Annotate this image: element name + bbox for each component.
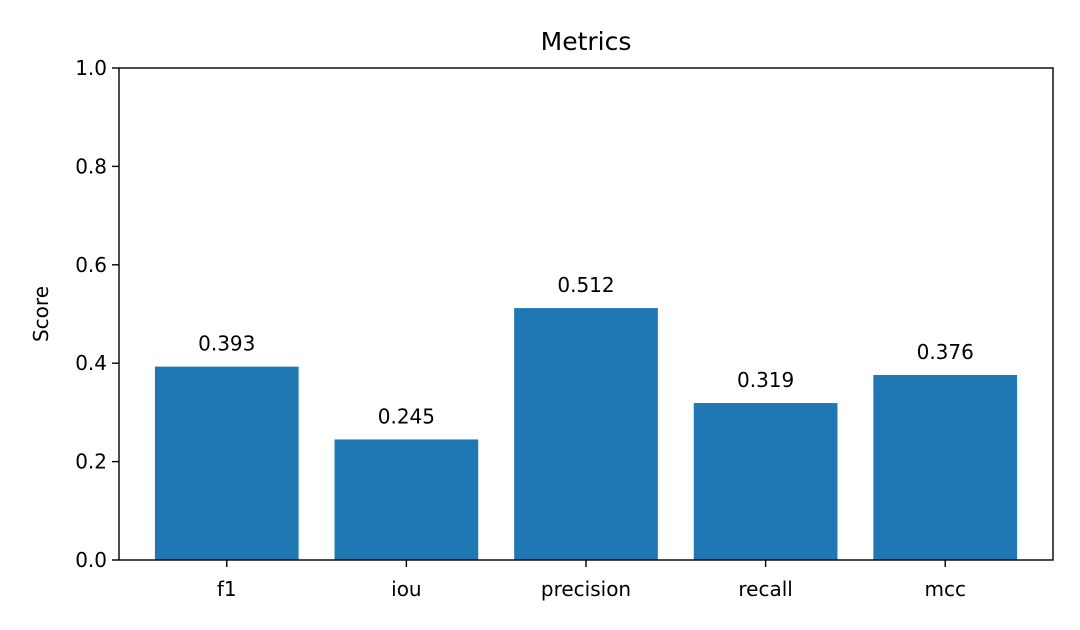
y-tick-label-4: 0.8 [75,154,107,178]
y-tick-label-2: 0.4 [75,351,107,375]
bar-f1 [154,366,299,560]
bar-precision [514,308,658,560]
bar-mcc [873,375,1018,560]
y-tick-label-1: 0.2 [75,450,107,474]
value-label-mcc: 0.376 [917,340,974,364]
y-tick-label-3: 0.6 [75,253,107,277]
x-tick-label-mcc: mcc [924,577,965,601]
bars-group [154,308,1018,560]
plot-frame [118,67,1054,561]
x-tick-label-iou: iou [391,577,421,601]
x-tick-label-recall: recall [738,577,792,601]
bar-iou [334,439,479,560]
bar-recall [693,403,838,560]
y-axis-ticks: 0.0 0.2 0.4 0.6 0.8 1.0 [75,56,119,572]
value-label-precision: 0.512 [557,273,614,297]
x-tick-label-f1: f1 [217,577,237,601]
value-labels-group: 0.393 0.245 0.512 0.319 0.376 [198,273,974,428]
x-tick-label-precision: precision [541,577,631,601]
y-tick-label-5: 1.0 [75,56,107,80]
chart-title: Metrics [541,27,632,56]
x-axis-ticks: f1 iou precision recall mcc [217,560,966,601]
value-label-recall: 0.319 [737,368,794,392]
y-tick-label-0: 0.0 [75,548,107,572]
value-label-iou: 0.245 [378,404,435,428]
y-axis-label: Score [29,286,53,342]
value-label-f1: 0.393 [198,332,255,356]
